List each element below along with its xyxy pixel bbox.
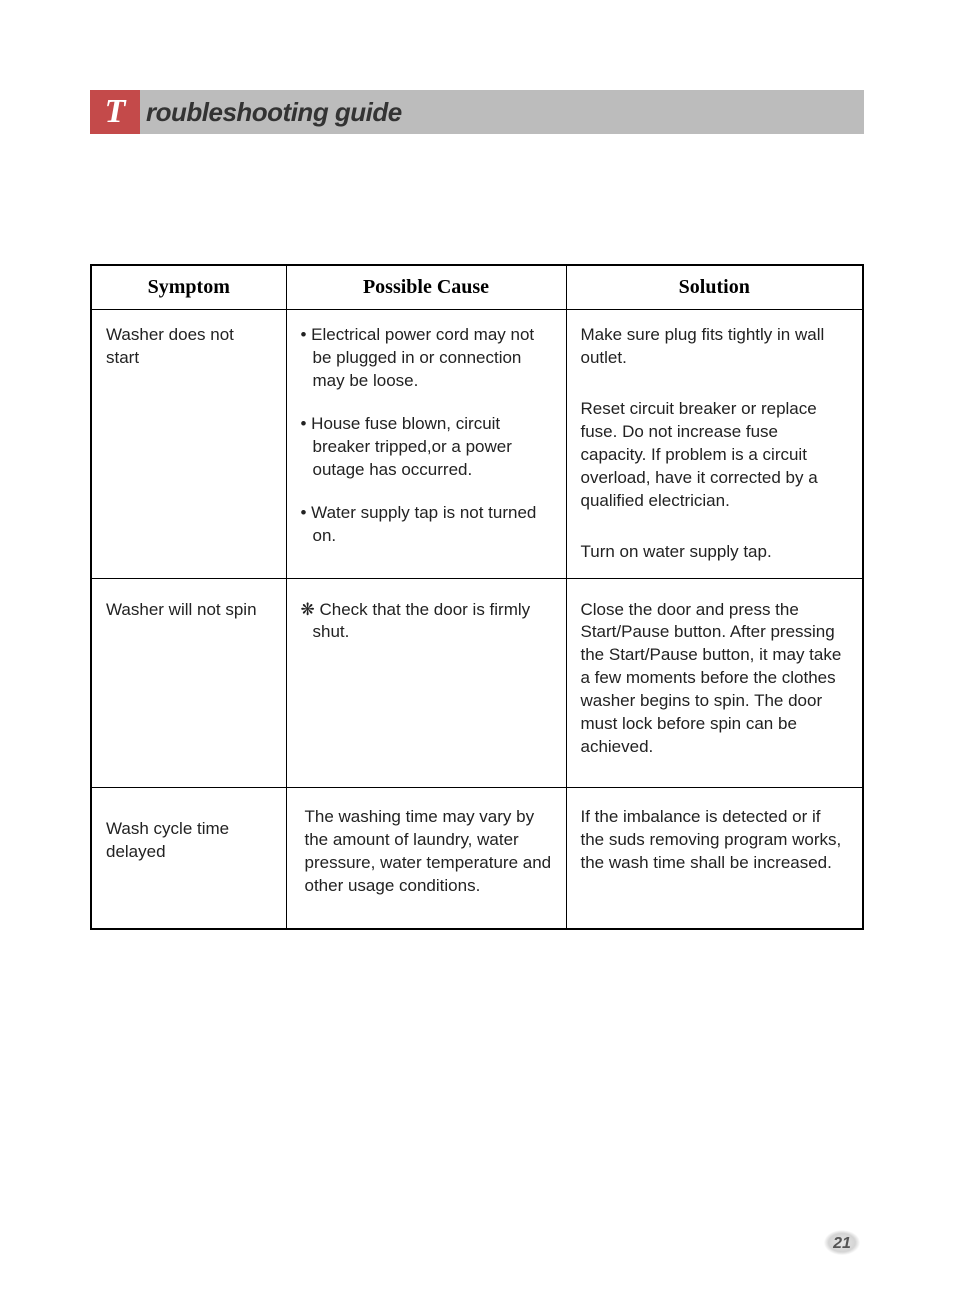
title-initial-badge: T xyxy=(90,90,140,134)
col-header-cause: Possible Cause xyxy=(286,265,566,310)
col-header-symptom: Symptom xyxy=(91,265,286,310)
page: T roubleshooting guide Symptom Possible … xyxy=(0,0,954,1313)
table-row: Washer does not start • Electrical power… xyxy=(91,310,863,579)
cause-item: The washing time may vary by the amount … xyxy=(305,806,552,898)
title-bar: T roubleshooting guide xyxy=(90,90,864,134)
col-header-solution: Solution xyxy=(566,265,863,310)
solution-cell: If the imbalance is detected or if the s… xyxy=(566,788,863,929)
cause-cell: ❋ Check that the door is firmly shut. xyxy=(286,578,566,788)
symptom-cell: Washer will not spin xyxy=(91,578,286,788)
symptom-cell: Washer does not start xyxy=(91,310,286,579)
symptom-cell: Wash cycle time delayed xyxy=(91,788,286,929)
cause-item: • House fuse blown, circuit breaker trip… xyxy=(301,413,552,482)
solution-cell: Make sure plug fits tightly in wall outl… xyxy=(566,310,863,579)
title-initial: T xyxy=(105,95,126,129)
title-text: roubleshooting guide xyxy=(140,90,864,134)
page-number: 21 xyxy=(833,1235,851,1253)
cause-item: • Water supply tap is not turned on. xyxy=(301,502,552,548)
table-row: Wash cycle time delayed The washing time… xyxy=(91,788,863,929)
page-number-badge: 21 xyxy=(820,1230,864,1258)
solution-item: Close the door and press the Start/Pause… xyxy=(581,599,849,760)
cause-item: • Electrical power cord may not be plugg… xyxy=(301,324,552,393)
solution-item: If the imbalance is detected or if the s… xyxy=(581,806,849,875)
solution-item: Turn on water supply tap. xyxy=(581,541,849,564)
solution-item: Reset circuit breaker or replace fuse. D… xyxy=(581,398,849,513)
cause-cell: • Electrical power cord may not be plugg… xyxy=(286,310,566,579)
cause-item: ❋ Check that the door is firmly shut. xyxy=(301,599,552,645)
solution-cell: Close the door and press the Start/Pause… xyxy=(566,578,863,788)
cause-cell: The washing time may vary by the amount … xyxy=(286,788,566,929)
solution-item: Make sure plug fits tightly in wall outl… xyxy=(581,324,849,370)
troubleshooting-table: Symptom Possible Cause Solution Washer d… xyxy=(90,264,864,930)
table-row: Washer will not spin ❋ Check that the do… xyxy=(91,578,863,788)
table-header-row: Symptom Possible Cause Solution xyxy=(91,265,863,310)
